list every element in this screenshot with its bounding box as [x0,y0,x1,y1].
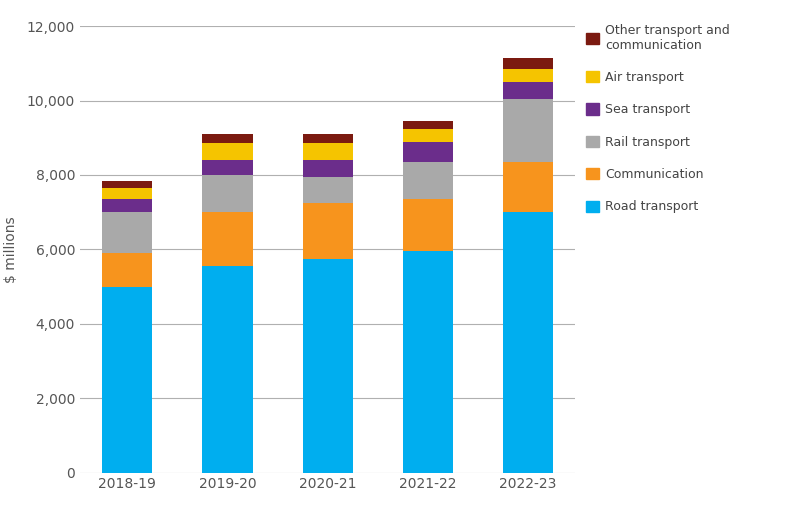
Bar [102,181,153,188]
Bar [503,99,553,162]
Legend: Other transport and
communication, Air transport, Sea transport, Rail transport,: Other transport and communication, Air t… [586,24,730,214]
Bar [202,160,252,175]
Bar [102,287,153,472]
Bar [403,142,453,162]
Bar [102,199,153,212]
Bar [202,143,252,160]
Bar [503,212,553,472]
Bar [503,58,553,69]
Bar [303,203,352,259]
Bar [303,160,352,177]
Bar [503,162,553,212]
Bar [202,266,252,472]
Bar [403,199,453,251]
Bar [102,253,153,287]
Bar [303,143,352,160]
Bar [102,212,153,253]
Bar [202,212,252,266]
Bar [202,134,252,143]
Bar [202,175,252,212]
Bar [403,121,453,129]
Bar [503,69,553,82]
Bar [403,162,453,199]
Bar [503,82,553,99]
Bar [303,134,352,143]
Y-axis label: $ millions: $ millions [5,216,18,282]
Bar [303,177,352,203]
Bar [403,129,453,142]
Bar [403,251,453,472]
Bar [102,188,153,199]
Bar [303,259,352,472]
